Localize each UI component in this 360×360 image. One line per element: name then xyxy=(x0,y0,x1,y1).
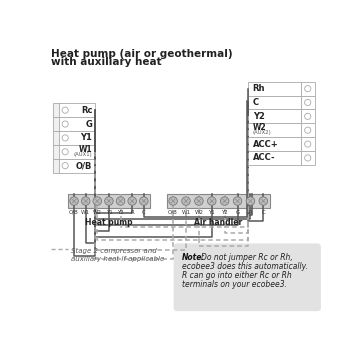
Text: G: G xyxy=(235,210,240,215)
Bar xyxy=(59,131,95,145)
Circle shape xyxy=(305,113,311,120)
Text: auxiliary heat if applicable: auxiliary heat if applicable xyxy=(71,256,164,262)
Text: C: C xyxy=(253,98,259,107)
Text: Y2: Y2 xyxy=(221,210,228,215)
Text: W2: W2 xyxy=(253,123,266,132)
Text: Note:: Note: xyxy=(182,253,206,262)
Circle shape xyxy=(305,141,311,147)
Bar xyxy=(248,151,301,165)
Text: Y1: Y1 xyxy=(105,210,112,215)
Text: Air handler: Air handler xyxy=(194,218,242,227)
Text: Stage 2 compressor and: Stage 2 compressor and xyxy=(71,248,156,254)
Text: W2: W2 xyxy=(93,210,102,215)
Text: O/B: O/B xyxy=(76,161,92,170)
Text: Do not jumper Rc or Rh,: Do not jumper Rc or Rh, xyxy=(201,253,293,262)
Circle shape xyxy=(207,197,216,205)
Bar xyxy=(59,145,95,159)
Text: Y1: Y1 xyxy=(208,210,215,215)
Text: C: C xyxy=(261,210,265,215)
Circle shape xyxy=(305,86,311,92)
Text: W2: W2 xyxy=(194,210,203,215)
Bar xyxy=(248,109,301,123)
FancyBboxPatch shape xyxy=(174,243,321,311)
Circle shape xyxy=(195,197,203,205)
Text: R: R xyxy=(130,210,134,215)
Text: ecobee3 does this automatically.: ecobee3 does this automatically. xyxy=(182,262,308,271)
Circle shape xyxy=(62,163,68,169)
Circle shape xyxy=(62,107,68,113)
Bar xyxy=(301,82,315,95)
Text: O/B: O/B xyxy=(168,210,178,215)
Bar xyxy=(301,95,315,109)
Bar xyxy=(248,95,301,109)
Bar xyxy=(53,131,60,145)
Circle shape xyxy=(305,155,311,161)
Bar xyxy=(167,194,270,208)
Bar xyxy=(248,82,301,95)
Circle shape xyxy=(305,99,311,105)
Circle shape xyxy=(246,197,255,205)
Circle shape xyxy=(62,149,68,155)
Bar xyxy=(59,117,95,131)
Text: R: R xyxy=(248,210,252,215)
Text: Y2: Y2 xyxy=(117,210,124,215)
Text: O/B: O/B xyxy=(69,210,79,215)
Bar xyxy=(248,137,301,151)
Circle shape xyxy=(182,197,190,205)
Text: C: C xyxy=(142,210,146,215)
Circle shape xyxy=(116,197,125,205)
Text: Heat pump (air or geothermal): Heat pump (air or geothermal) xyxy=(51,49,233,59)
Text: R can go into either Rc or Rh: R can go into either Rc or Rh xyxy=(182,271,292,280)
Text: W1: W1 xyxy=(181,210,190,215)
Circle shape xyxy=(70,197,78,205)
Circle shape xyxy=(220,197,229,205)
Bar xyxy=(301,123,315,137)
Bar xyxy=(53,103,60,117)
Bar xyxy=(59,159,95,172)
Circle shape xyxy=(62,135,68,141)
Text: ACC+: ACC+ xyxy=(253,140,278,149)
Text: with auxiliary heat: with auxiliary heat xyxy=(51,57,162,67)
Bar xyxy=(59,103,95,117)
Bar xyxy=(53,145,60,159)
Text: Y2: Y2 xyxy=(253,112,265,121)
Circle shape xyxy=(259,197,267,205)
Text: (AUX1): (AUX1) xyxy=(73,152,92,157)
Bar xyxy=(301,109,315,123)
Bar xyxy=(301,151,315,165)
Text: Rh: Rh xyxy=(253,84,265,93)
Text: Rc: Rc xyxy=(81,106,92,115)
Bar xyxy=(53,159,60,172)
Circle shape xyxy=(105,197,113,205)
Circle shape xyxy=(233,197,242,205)
Bar xyxy=(68,194,150,208)
Text: terminals on your ecobee3.: terminals on your ecobee3. xyxy=(182,280,287,289)
Bar xyxy=(248,123,301,137)
Circle shape xyxy=(140,197,148,205)
Text: W1: W1 xyxy=(81,210,90,215)
Circle shape xyxy=(305,127,311,133)
Text: ACC-: ACC- xyxy=(253,153,275,162)
Circle shape xyxy=(93,197,102,205)
Text: W1: W1 xyxy=(78,145,92,154)
Bar xyxy=(53,117,60,131)
Bar xyxy=(301,137,315,151)
Text: G: G xyxy=(85,120,92,129)
Text: Y1: Y1 xyxy=(80,134,92,143)
Text: Heat pump: Heat pump xyxy=(85,218,133,227)
Circle shape xyxy=(128,197,136,205)
Circle shape xyxy=(62,121,68,127)
Circle shape xyxy=(81,197,90,205)
Circle shape xyxy=(169,197,177,205)
Text: (AUX2): (AUX2) xyxy=(253,130,271,135)
